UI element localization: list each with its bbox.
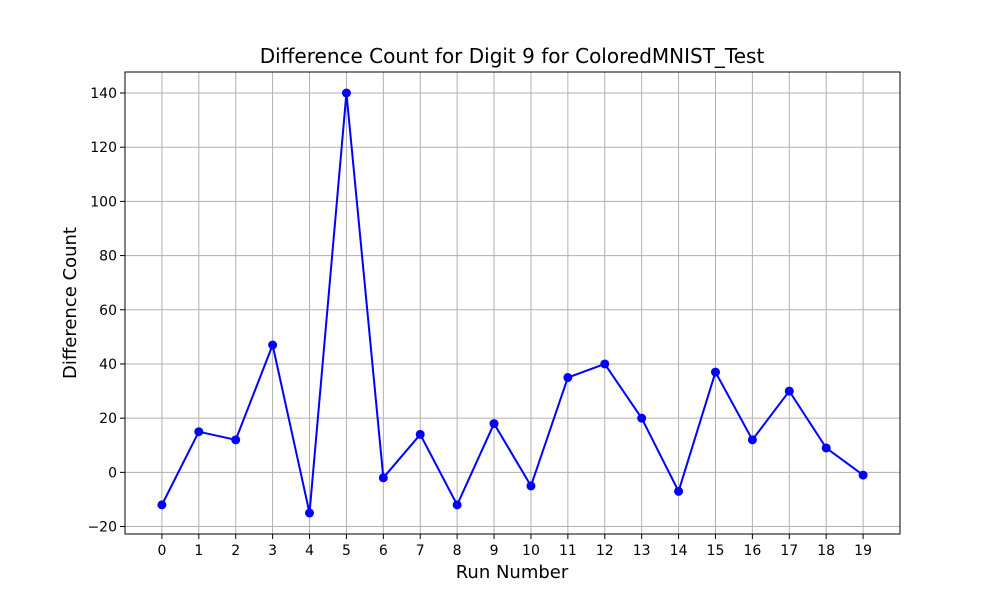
data-point xyxy=(489,419,499,429)
x-tick-label: 17 xyxy=(780,543,798,559)
data-point xyxy=(674,486,684,496)
data-point xyxy=(784,386,794,396)
chart-title: Difference Count for Digit 9 for Colored… xyxy=(260,44,765,68)
data-point xyxy=(452,500,462,510)
y-axis-ticks: −20 0 20 40 60 80 100 120 140 xyxy=(87,86,125,536)
y-tick-label: 100 xyxy=(90,194,117,210)
x-tick-label: 13 xyxy=(633,543,651,559)
data-point xyxy=(526,481,536,491)
data-points xyxy=(157,88,868,518)
x-tick-label: 19 xyxy=(854,543,872,559)
data-point xyxy=(231,435,241,445)
data-point xyxy=(637,413,647,423)
x-tick-label: 6 xyxy=(379,543,388,559)
data-point xyxy=(858,470,868,480)
data-point xyxy=(600,359,610,369)
y-axis-label: Difference Count xyxy=(60,227,81,379)
series-line xyxy=(161,92,864,514)
plot-frame xyxy=(124,71,901,535)
x-tick-label: 12 xyxy=(596,543,614,559)
y-tick-label: 120 xyxy=(90,140,117,156)
data-point xyxy=(157,500,167,510)
x-tick-label: 16 xyxy=(743,543,761,559)
data-point xyxy=(415,429,425,439)
x-tick-label: 7 xyxy=(416,543,425,559)
x-axis-label: Run Number xyxy=(456,562,569,583)
x-tick-label: 8 xyxy=(453,543,462,559)
y-tick-label: −20 xyxy=(87,520,117,536)
x-tick-label: 0 xyxy=(157,543,166,559)
y-tick-label: 40 xyxy=(99,357,117,373)
y-tick-label: 0 xyxy=(108,465,117,481)
data-point xyxy=(305,508,315,518)
x-axis-ticks: 0 1 2 3 4 5 6 7 8 9 10 11 12 13 14 15 16 17 18 19 xyxy=(157,534,872,559)
grid-layer xyxy=(125,72,900,534)
x-tick-label: 2 xyxy=(231,543,240,559)
x-tick-label: 5 xyxy=(342,543,351,559)
x-tick-label: 11 xyxy=(559,543,577,559)
y-tick-label: 140 xyxy=(90,86,117,102)
y-tick-label: 80 xyxy=(99,249,117,265)
x-tick-label: 10 xyxy=(522,543,540,559)
x-tick-label: 4 xyxy=(305,543,314,559)
x-tick-label: 9 xyxy=(490,543,499,559)
data-point xyxy=(821,443,831,453)
data-point xyxy=(747,435,757,445)
x-tick-label: 14 xyxy=(670,543,688,559)
data-point xyxy=(378,473,388,483)
y-tick-label: 20 xyxy=(99,411,117,427)
data-point xyxy=(194,427,204,437)
x-tick-label: 1 xyxy=(194,543,203,559)
data-point xyxy=(268,340,278,350)
x-tick-label: 15 xyxy=(707,543,725,559)
x-tick-label: 3 xyxy=(268,543,277,559)
data-point xyxy=(563,373,573,383)
data-point xyxy=(341,88,351,98)
data-point xyxy=(710,367,720,377)
y-tick-label: 60 xyxy=(99,303,117,319)
x-tick-label: 18 xyxy=(817,543,835,559)
